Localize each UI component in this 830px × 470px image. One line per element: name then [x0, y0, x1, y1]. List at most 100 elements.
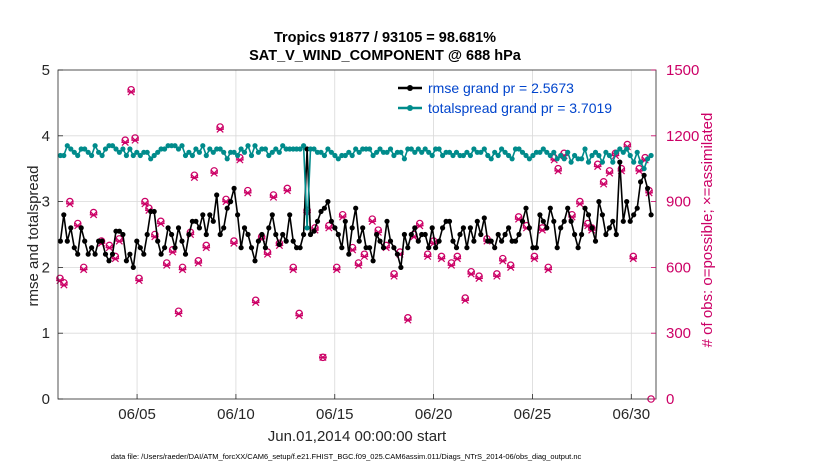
series-point-rmse — [137, 245, 143, 251]
grid — [58, 70, 656, 399]
series-point-rmse — [499, 238, 505, 244]
series-point-rmse — [214, 192, 220, 198]
y-tick-label: 2 — [42, 259, 50, 276]
series-point-rmse — [141, 251, 147, 257]
obs-assimilated-point — [390, 272, 398, 280]
series-point-totalspread — [641, 166, 647, 172]
series-point-totalspread — [235, 152, 241, 159]
y2-tick-label: 900 — [666, 194, 691, 211]
series-point-totalspread — [224, 156, 230, 162]
series-point-totalspread — [252, 143, 258, 149]
obs-assimilated-point — [332, 265, 341, 274]
series-point-rmse — [116, 228, 122, 234]
obs-assimilated-point — [131, 136, 139, 144]
series-point-totalspread — [492, 149, 498, 155]
series-point-rmse — [325, 199, 331, 205]
series-point-rmse — [255, 238, 261, 244]
obs-possible-point — [629, 252, 638, 261]
series-point-totalspread — [109, 143, 116, 149]
series-point-rmse — [273, 231, 279, 238]
series-point-rmse — [82, 238, 88, 244]
series-point-totalspread — [499, 146, 505, 152]
series-point-totalspread — [68, 146, 74, 152]
series-point-totalspread — [203, 152, 209, 159]
series-point-totalspread — [325, 146, 331, 152]
x-tick-label: 06/30 — [613, 406, 651, 423]
series-point-totalspread — [262, 146, 268, 152]
series-point-rmse — [179, 238, 185, 244]
series-point-rmse — [120, 231, 126, 238]
series-point-totalspread — [144, 149, 150, 155]
series-point-totalspread — [172, 143, 178, 149]
series-point-totalspread — [102, 146, 109, 152]
y2-tick-label: 0 — [666, 391, 674, 408]
series-point-rmse — [235, 212, 241, 218]
series-point-rmse — [408, 231, 414, 238]
series-point-totalspread — [565, 149, 571, 155]
obs-possible-point — [593, 160, 602, 169]
series-point-totalspread — [342, 152, 348, 159]
series-point-totalspread — [367, 146, 373, 152]
series-point-rmse — [606, 225, 613, 231]
obs-assimilated-point — [576, 200, 584, 208]
series-point-totalspread — [627, 152, 633, 159]
obs-possible-point — [599, 178, 608, 186]
series-point-totalspread — [585, 159, 592, 165]
series-point-totalspread — [613, 149, 619, 155]
series-point-totalspread — [596, 152, 602, 159]
series-point-rmse — [631, 212, 637, 218]
series-point-totalspread — [645, 156, 651, 162]
series-point-rmse — [488, 238, 494, 244]
series-point-rmse — [572, 231, 578, 238]
series-point-totalspread — [75, 152, 81, 159]
series-point-totalspread — [186, 149, 192, 155]
series-point-totalspread — [248, 152, 255, 159]
obs-assimilated-point — [498, 257, 507, 265]
series-point-rmse — [391, 245, 397, 251]
obs-possible-point — [493, 270, 501, 278]
y2-tick-label: 300 — [666, 325, 691, 342]
series-point-totalspread — [328, 149, 334, 155]
obs-assimilated-point — [121, 138, 130, 147]
series-point-rmse — [502, 231, 508, 238]
series-point-totalspread — [245, 143, 251, 149]
series-point-rmse — [537, 212, 543, 218]
series-point-rmse — [203, 231, 209, 238]
series-point-totalspread — [631, 159, 637, 165]
series-point-totalspread — [182, 152, 189, 159]
obs-possible-point — [289, 263, 298, 272]
series-point-rmse — [613, 231, 619, 238]
obs-possible-point — [514, 213, 523, 221]
obs-assimilated-point — [127, 88, 135, 96]
series-point-totalspread — [356, 149, 362, 155]
series-point-totalspread — [297, 146, 303, 152]
obs-possible-point — [60, 278, 68, 287]
series-point-totalspread — [370, 152, 376, 159]
series-point-rmse — [210, 218, 216, 224]
series-point-totalspread — [231, 149, 237, 155]
series-point-totalspread — [547, 152, 553, 159]
series-point-rmse — [599, 212, 606, 218]
series-point-rmse — [523, 205, 529, 211]
legend: rmse grand pr = 2.5673 totalspread grand… — [398, 80, 612, 116]
series-point-rmse — [172, 245, 178, 251]
series-point-rmse — [610, 218, 616, 224]
series-point-totalspread — [301, 143, 307, 149]
series-point-totalspread — [238, 146, 244, 152]
obs-assimilated-point — [269, 193, 278, 201]
series-point-rmse — [558, 225, 564, 231]
series-point-totalspread — [592, 149, 599, 155]
series-point-rmse — [374, 231, 380, 238]
obs-possible-point — [360, 250, 369, 259]
obs-assimilated-point — [360, 252, 369, 261]
obs-possible-point — [243, 186, 252, 195]
series-point-rmse — [422, 231, 428, 238]
series-point-rmse — [162, 245, 168, 251]
series-point-rmse — [540, 218, 546, 224]
series-point-totalspread — [419, 149, 425, 155]
series-point-rmse — [582, 205, 588, 211]
obs-possible-point — [447, 259, 456, 267]
obs-possible-point — [202, 241, 211, 250]
obs-possible-point — [79, 263, 88, 272]
obs-possible-point — [498, 254, 507, 263]
